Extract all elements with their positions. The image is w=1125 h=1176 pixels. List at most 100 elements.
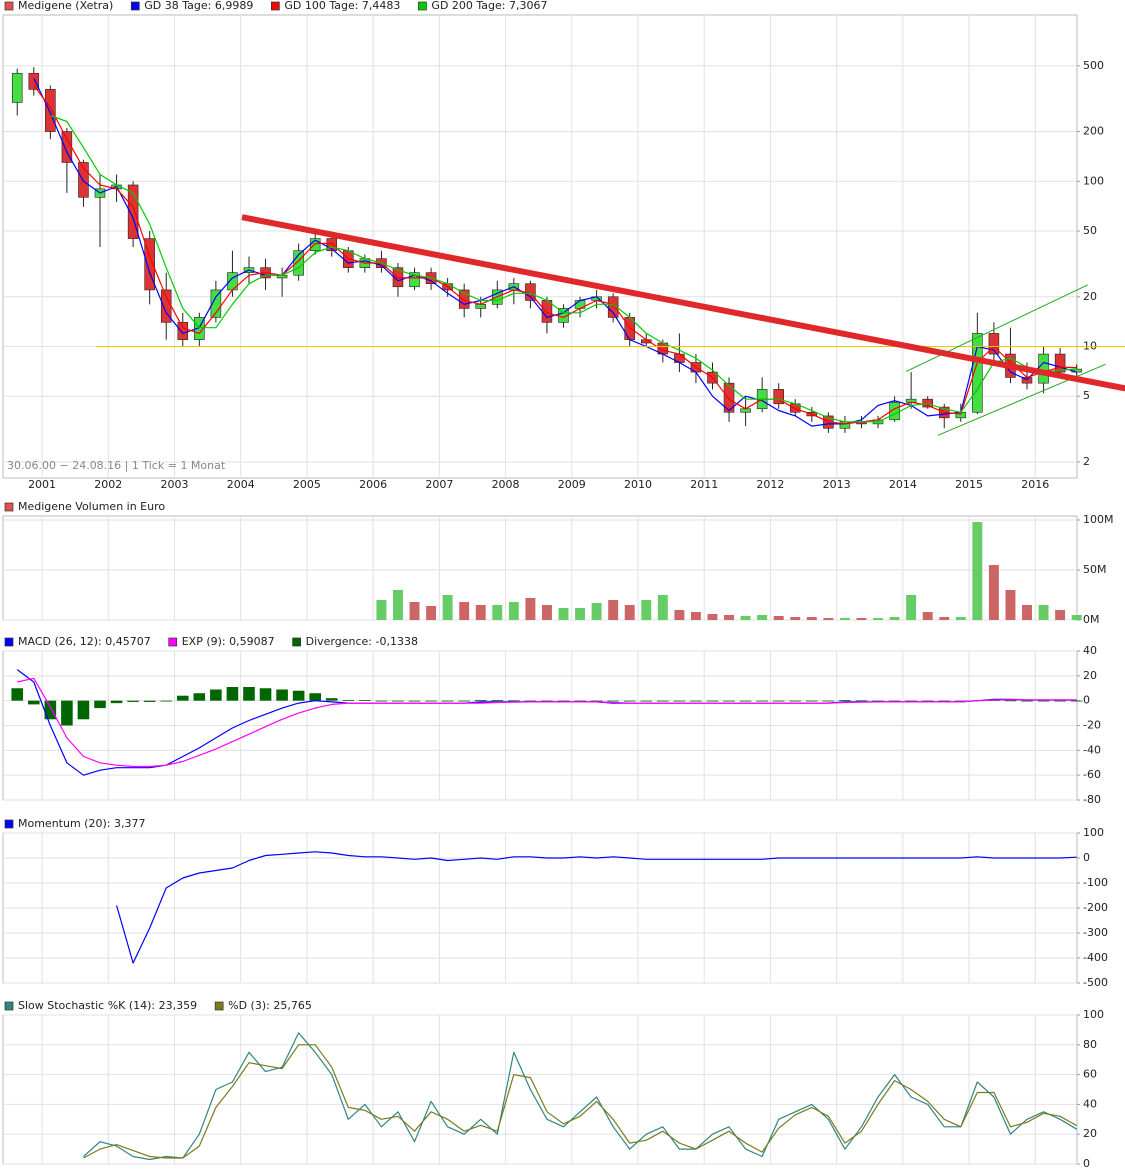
divergence-bar bbox=[11, 688, 24, 701]
y-tick-label: -300 bbox=[1083, 926, 1108, 939]
candle-body bbox=[723, 382, 735, 413]
volume-bar bbox=[972, 522, 983, 620]
x-tick-label: 2011 bbox=[690, 478, 718, 491]
divergence-bar bbox=[1070, 700, 1083, 702]
x-tick-label: 2012 bbox=[756, 478, 784, 491]
candle-body bbox=[326, 238, 338, 252]
legend-swatch bbox=[214, 1001, 224, 1011]
volume-bar bbox=[558, 608, 569, 620]
divergence-bar bbox=[806, 700, 818, 702]
legend-label: Slow Stochastic %K (14): 23,359 bbox=[18, 999, 197, 1012]
candle-body bbox=[922, 398, 933, 408]
y-tick-label: 20 bbox=[1083, 1127, 1097, 1140]
volume-bar bbox=[757, 615, 768, 620]
divergence-bar bbox=[789, 700, 802, 702]
volume-bar bbox=[657, 595, 668, 620]
legend-label: Medigene (Xetra) bbox=[18, 0, 113, 12]
x-tick-label: 2005 bbox=[293, 478, 321, 491]
legend-swatch bbox=[270, 1, 280, 11]
panel-frame bbox=[2, 1014, 1078, 1165]
divergence-bar bbox=[425, 700, 437, 702]
x-tick-label: 2006 bbox=[359, 478, 387, 491]
volume-bar bbox=[1071, 615, 1082, 620]
volume-bar bbox=[939, 617, 950, 620]
divergence-bar bbox=[657, 700, 669, 702]
divergence-bar bbox=[574, 700, 586, 702]
volume-bar bbox=[1005, 590, 1016, 620]
divergence-bar bbox=[226, 687, 239, 701]
y-tick-label: -400 bbox=[1083, 951, 1108, 964]
legend-label: Momentum (20): 3,377 bbox=[18, 817, 145, 830]
candle-body bbox=[1054, 353, 1066, 373]
y-tick-label: -80 bbox=[1083, 793, 1101, 806]
y-tick-label: 100 bbox=[1083, 1008, 1104, 1021]
volume-bar bbox=[724, 615, 735, 620]
volume-bar bbox=[922, 612, 933, 620]
candle-body bbox=[1038, 353, 1049, 384]
divergence-bar bbox=[1037, 700, 1050, 702]
divergence-bar bbox=[508, 700, 520, 702]
legend-swatch bbox=[4, 1001, 14, 1011]
divergence-bar bbox=[458, 700, 470, 702]
y-tick-label: 200 bbox=[1083, 125, 1104, 138]
divergence-bar bbox=[822, 700, 835, 702]
divergence-bar bbox=[77, 700, 90, 720]
divergence-bar bbox=[954, 700, 967, 702]
volume-bar bbox=[591, 603, 602, 620]
volume-bar bbox=[1055, 610, 1066, 620]
x-tick-label: 2007 bbox=[425, 478, 453, 491]
candle-body bbox=[972, 333, 983, 413]
y-tick-label: -100 bbox=[1083, 876, 1108, 889]
volume-bar bbox=[740, 616, 751, 620]
divergence-bar bbox=[176, 695, 189, 701]
x-tick-label: 2001 bbox=[28, 478, 56, 491]
y-tick-label: 0 bbox=[1083, 1157, 1090, 1170]
divergence-bar bbox=[723, 700, 735, 702]
legend-label: Medigene Volumen in Euro bbox=[18, 500, 165, 513]
divergence-bar bbox=[839, 700, 851, 701]
indicator-line bbox=[83, 1032, 1078, 1161]
divergence-bar bbox=[921, 700, 934, 702]
divergence-bar bbox=[1054, 700, 1066, 702]
y-tick-label: 80 bbox=[1083, 1038, 1097, 1051]
y-tick-label: 0 bbox=[1083, 851, 1090, 864]
x-tick-label: 2014 bbox=[889, 478, 917, 491]
divergence-bar bbox=[524, 700, 537, 702]
legend-swatch bbox=[4, 502, 14, 512]
volume-bar bbox=[707, 614, 718, 620]
candle-body bbox=[475, 304, 487, 309]
y-tick-label: -60 bbox=[1083, 768, 1101, 781]
volume-bar bbox=[773, 616, 784, 620]
divergence-bar bbox=[143, 700, 156, 702]
trend-line bbox=[905, 284, 1088, 372]
volume-bar bbox=[541, 605, 552, 620]
legend-swatch bbox=[292, 637, 301, 647]
indicator-line bbox=[83, 1044, 1077, 1159]
divergence-bar bbox=[673, 700, 686, 702]
divergence-bar bbox=[756, 700, 768, 702]
candle-body bbox=[607, 296, 619, 318]
candle-body bbox=[177, 322, 189, 340]
legend-label: GD 100 Tage: 7,4483 bbox=[284, 0, 400, 12]
x-tick-label: 2004 bbox=[227, 478, 255, 491]
candle-body bbox=[194, 317, 205, 340]
divergence-bar bbox=[94, 700, 106, 709]
legend-label: MACD (26, 12): 0,45707 bbox=[18, 635, 151, 648]
y-tick-label: 100M bbox=[1083, 513, 1114, 526]
divergence-bar bbox=[690, 700, 702, 702]
divergence-bar bbox=[276, 689, 288, 701]
volume-bar bbox=[955, 617, 966, 620]
x-tick-label: 2003 bbox=[160, 478, 188, 491]
candle-body bbox=[458, 289, 470, 309]
volume-bar bbox=[376, 600, 387, 620]
y-tick-label: 20 bbox=[1083, 669, 1097, 682]
volume-bar bbox=[823, 618, 834, 620]
y-tick-label: 40 bbox=[1083, 1097, 1097, 1110]
divergence-bar bbox=[557, 700, 570, 702]
candle-body bbox=[11, 73, 23, 103]
x-tick-label: 2009 bbox=[558, 478, 586, 491]
x-tick-label: 2013 bbox=[823, 478, 851, 491]
footnote: 30.06.00 − 24.08.16 | 1 Tick = 1 Monat bbox=[7, 459, 226, 472]
